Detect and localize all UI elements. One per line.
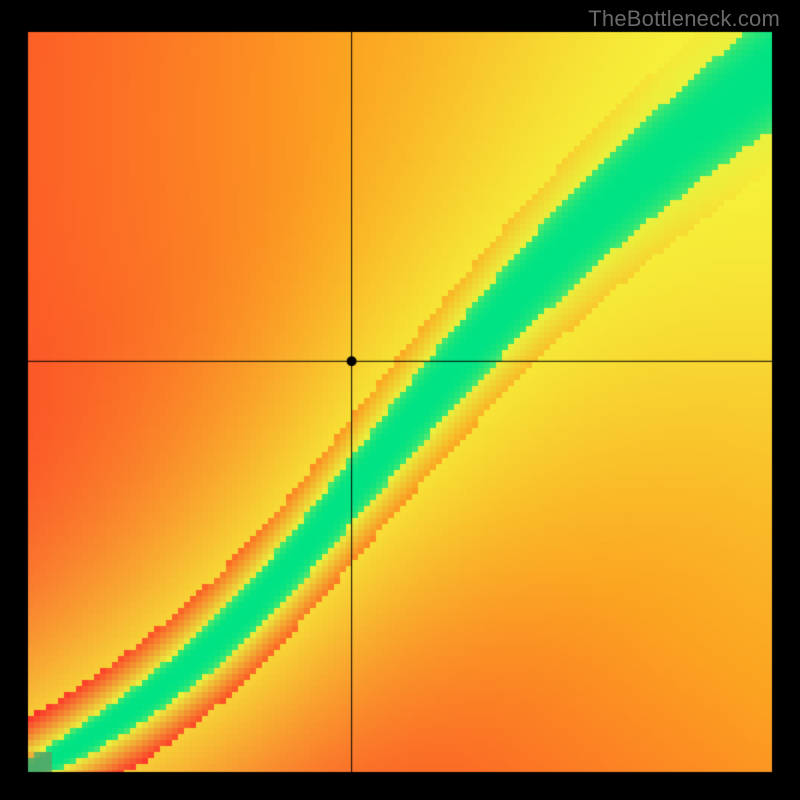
chart-container: TheBottleneck.com [0,0,800,800]
watermark-text: TheBottleneck.com [588,6,780,32]
bottleneck-heatmap-canvas [0,0,800,800]
